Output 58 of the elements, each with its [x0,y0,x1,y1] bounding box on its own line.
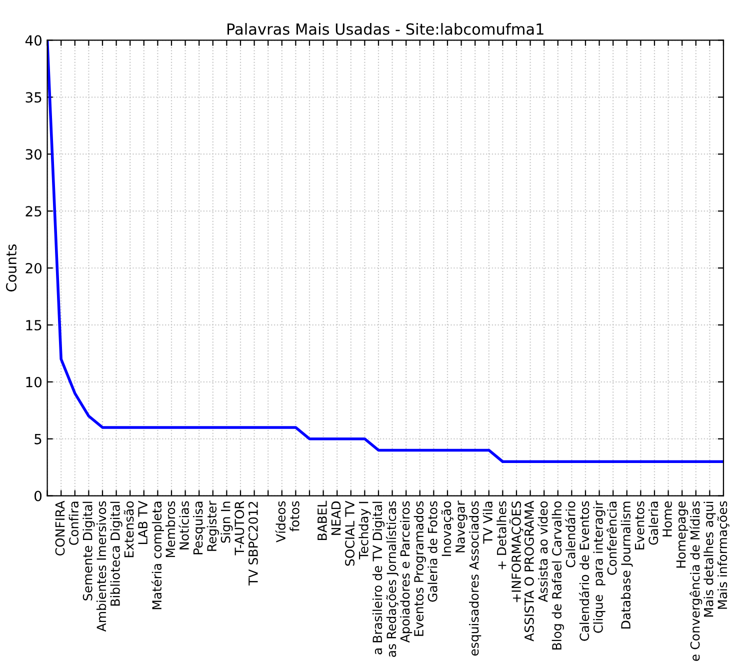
x-tick-label: as Redações Jornalísticas [386,501,398,657]
x-tick-label: BABEL [318,500,327,540]
x-tick-label: Mais informações [717,501,730,609]
x-tick-label: Galeria [648,502,658,545]
x-tick-label: a Brasileiro de TV Digital [372,502,385,654]
x-tick-label: fotos [290,501,300,532]
y-tick-label: 35 [26,92,42,103]
x-tick-label: T-AUTOR [234,501,244,556]
x-tick-label: Matéria completa [151,502,164,610]
x-tick-label: Membros [165,501,176,558]
y-tick-label: 40 [25,35,42,46]
x-tick-label: ASSISTA O PROGRAMA [524,500,534,642]
x-tick-label: Eventos [635,501,644,550]
x-tick-label: Techday I [358,502,371,560]
y-tick-label: 5 [34,434,42,444]
x-tick-label: Mais detalhes aqui [704,502,716,617]
x-tick-label: Pesquisa [193,502,206,554]
y-tick-label: 15 [26,320,42,330]
y-tick-label: 25 [26,206,42,217]
x-tick-label: + Detalhes [496,501,506,570]
x-tick-label: Biblioteca Digital [110,502,122,606]
x-tick-label: SOCIAL TV [345,500,355,566]
x-tick-label: Eventos Programados [414,501,426,636]
x-tick-label: Conferência [606,502,617,575]
y-tick-label: 0 [34,490,42,502]
x-tick-label: Navegar [456,500,468,552]
x-tick-label: Calendário [565,501,576,568]
x-tick-label: Extensão [124,501,134,558]
x-tick-label: Confira [68,502,79,545]
x-tick-label: Register [206,500,219,551]
y-tick-label: 20 [26,262,42,274]
x-tick-label: Assista ao vídeo [538,501,548,602]
x-tick-label: e Convergência de Mídias [690,501,702,661]
x-tick-label: Vídeos [275,501,286,542]
x-tick-label: LAB TV [138,500,148,544]
x-tick-label: TV Vila [482,502,493,544]
x-tick-label: Inovação [441,501,454,556]
x-tick-label: Clique para interagir [593,500,606,633]
x-tick-label: esquisadores Associados [469,501,482,656]
x-tick-label: Database Journalism [620,502,633,628]
x-tick-label: Sign In [220,502,233,543]
y-axis-title: Counts [6,244,17,292]
y-tick-label: 10 [26,376,42,388]
y-tick-label: 30 [26,149,42,160]
x-tick-label: Homepage [676,501,688,568]
x-tick-label: Galeria de Fotos [428,501,438,602]
x-tick-label: Notícias [178,501,189,550]
x-tick-label: +INFORMAÇÕES [509,501,524,602]
x-tick-label: NEAD [331,501,341,535]
x-tick-label: Home [662,501,672,536]
x-tick-label: Semente Digital [82,502,95,600]
x-tick-label: TV SBPC2012 [248,502,258,586]
chart-title: Palavras Mais Usadas - Site:labcomufma1 [227,23,544,35]
x-tick-label: Blog de Rafael Carvalho [552,501,564,650]
x-tick-label: CONFIRA [55,500,65,556]
x-tick-label: Apoiadores e Parceiros [400,501,412,643]
x-tick-label: Calendário de Eventos [578,501,590,641]
x-tick-label: Ambientes Imersivos [96,501,106,632]
